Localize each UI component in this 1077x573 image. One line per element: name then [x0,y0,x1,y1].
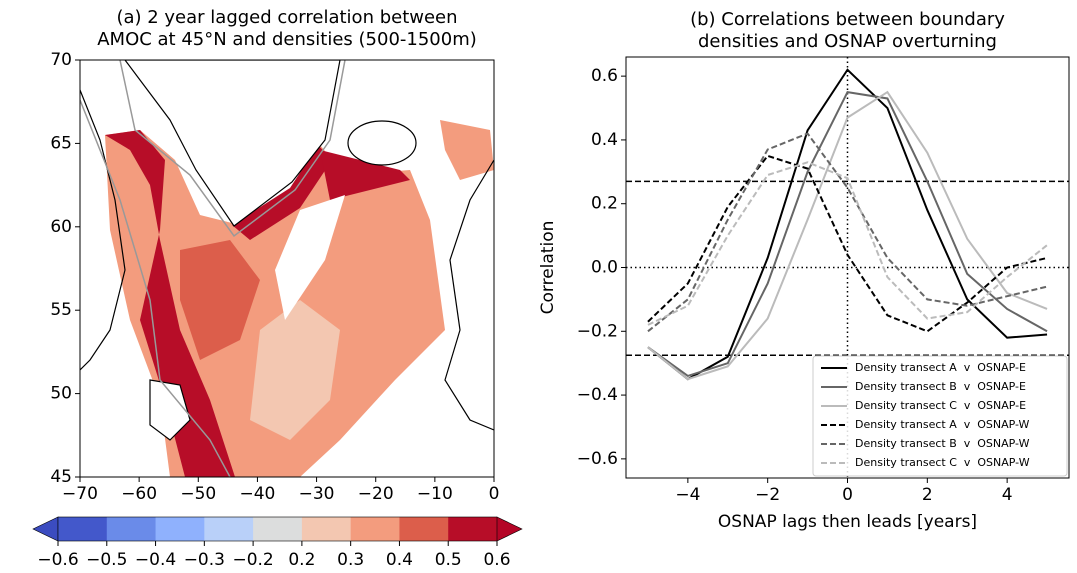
colorbar-box [204,517,254,541]
colorbar-over [496,516,523,542]
greenland-coast [124,60,341,227]
series-line [647,154,1048,333]
plot-frame [625,56,1070,479]
colorbar-box [448,517,498,541]
map-shading [440,120,494,180]
legend-label: Density transect C v OSNAP-E [855,399,1026,412]
colorbar-frame [57,516,498,542]
map-field [80,60,494,477]
legend-label: Density transect C v OSNAP-W [855,456,1030,469]
legend-label: Density transect A v OSNAP-E [855,361,1026,374]
x-tick-label: −70 [62,484,98,504]
y-tick-label: 0.6 [591,66,618,86]
x-tick-label: −10 [417,484,453,504]
colorbar-box [155,517,205,541]
map-shading [275,195,345,320]
colorbar-tick-label: 0.3 [337,550,364,570]
y-tick-label: 0.4 [591,130,618,150]
y-tick-label: 0.2 [591,194,618,214]
x-tick-label: −4 [675,485,700,505]
y-tick-label: 45 [50,467,72,487]
america-contour [80,99,231,477]
y-tick-label: −0.2 [577,321,618,341]
x-tick-label: −40 [239,484,275,504]
x-tick-label: −2 [755,485,780,505]
series-line [647,132,1048,333]
chart-title: AMOC at 45°N and densities (500-1500m) [97,29,477,50]
plot-frame [79,59,495,478]
colorbar-tick-label: −0.5 [86,550,127,570]
map-shading [180,240,260,360]
x-tick-label: −50 [180,484,216,504]
y-tick-label: −0.6 [577,449,618,469]
colorbar-box [253,517,303,541]
chart-title: densities and OSNAP overturning [698,31,997,52]
y-tick-label: 60 [50,217,72,237]
y-tick-label: −0.4 [577,385,618,405]
series-line [647,90,1048,378]
y-tick-label: 50 [50,384,72,404]
colorbar-box [301,517,352,541]
x-tick-label: 2 [922,485,933,505]
colorbar-tick-label: −0.4 [135,550,176,570]
x-tick-label: −60 [121,484,157,504]
colorbar-box [350,517,400,541]
colorbar-tick-label: 0.2 [288,550,315,570]
colorbar-tick-label: 0.4 [386,550,413,570]
x-tick-label: 0 [489,484,500,504]
series-line [647,68,1048,381]
colorbar-tick-label: 0.6 [483,550,510,570]
legend-label: Density transect A v OSNAP-W [855,418,1030,431]
iceland-coast [347,120,417,166]
map-shading [250,300,340,440]
x-tick-label: 4 [1002,485,1013,505]
y-tick-label: 55 [50,300,72,320]
colorbar-under [32,516,59,542]
legend-label: Density transect B v OSNAP-W [855,437,1030,450]
colorbar-box [106,517,157,541]
map-shading [105,130,235,477]
map-shading [320,150,410,200]
x-tick-label: −30 [299,484,335,504]
colorbar-tick-label: −0.3 [184,550,225,570]
chart-title: (b) Correlations between boundary [690,9,1005,30]
y-tick-label: 0.0 [591,258,618,278]
colorbar-tick-label: −0.2 [232,550,273,570]
y-tick-label: 70 [50,50,72,70]
series-line [647,161,1048,326]
europe-coast [444,159,494,431]
colorbar-box [399,517,449,541]
x-tick-label: 0 [842,485,853,505]
shelf-contour [119,60,346,238]
colorbar-box [58,517,108,541]
legend-label: Density transect B v OSNAP-E [855,380,1026,393]
y-axis-label: Correlation [538,221,558,315]
x-axis-label: OSNAP lags then leads [years] [718,512,977,532]
colorbar-tick-label: −0.6 [37,550,78,570]
series-line [647,90,1048,381]
newfoundland-coast [149,379,191,441]
y-tick-label: 65 [50,133,72,153]
map-shading [232,145,332,240]
america-coast [80,89,126,371]
colorbar-tick-label: 0.5 [435,550,462,570]
chart-title: (a) 2 year lagged correlation between [116,7,457,28]
legend-box [812,355,1068,477]
x-tick-label: −20 [358,484,394,504]
